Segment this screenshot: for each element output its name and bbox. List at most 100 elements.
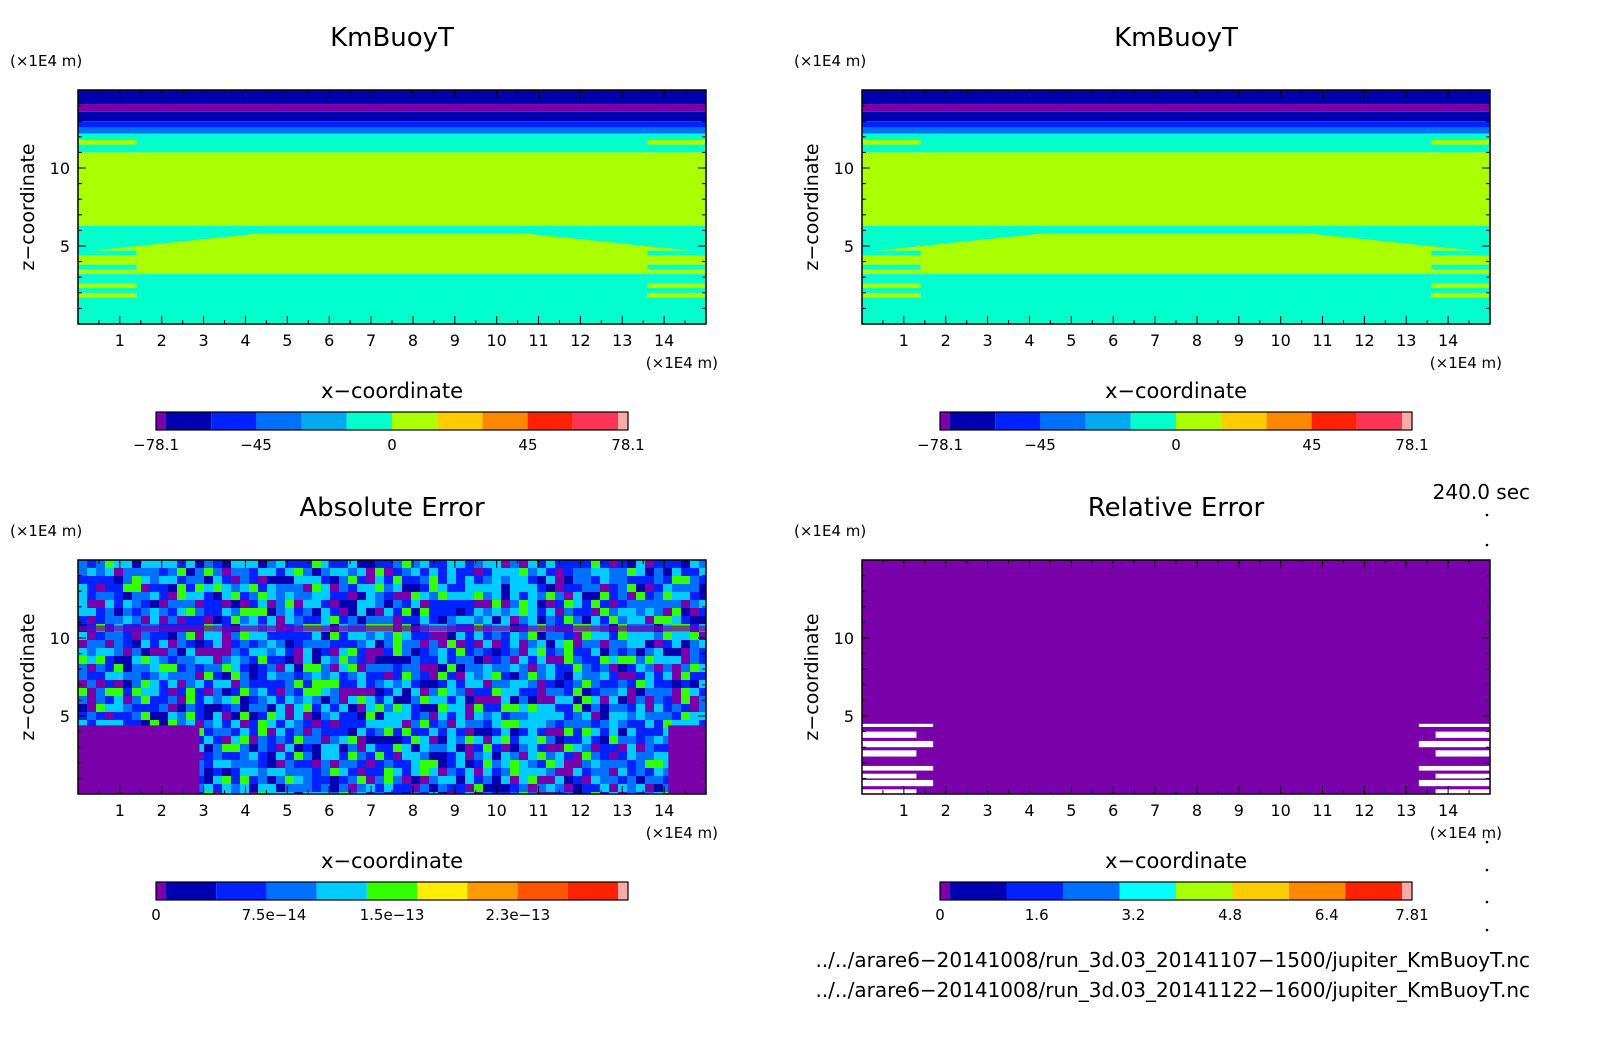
noise-cell	[627, 720, 636, 728]
noise-cell	[195, 656, 204, 664]
noise-cell	[294, 680, 303, 688]
noise-cell	[312, 728, 321, 736]
noise-cell	[375, 696, 384, 704]
noise-cell	[546, 776, 555, 784]
noise-cell	[330, 688, 339, 696]
noise-cell	[258, 760, 267, 768]
noise-cell	[447, 656, 456, 664]
noise-cell	[699, 672, 706, 680]
noise-cell	[384, 712, 393, 720]
noise-cell	[654, 584, 663, 592]
noise-cell	[591, 760, 600, 768]
noise-cell	[384, 568, 393, 576]
noise-cell	[429, 640, 438, 648]
undefined-patch-left	[862, 750, 917, 757]
noise-cell	[123, 600, 132, 608]
noise-cell	[186, 560, 195, 568]
noise-cell	[645, 696, 654, 704]
noise-cell	[105, 704, 114, 712]
noise-cell	[456, 568, 465, 576]
noise-cell	[645, 608, 654, 616]
noise-cell	[393, 760, 402, 768]
noise-cell	[627, 776, 636, 784]
noise-cell	[375, 560, 384, 568]
noise-cell	[303, 720, 312, 728]
noise-cell	[564, 720, 573, 728]
noise-cell	[285, 760, 294, 768]
noise-cell	[438, 736, 447, 744]
noise-cell	[645, 568, 654, 576]
colorbar-swatch	[166, 412, 212, 430]
noise-cell	[204, 728, 213, 736]
noise-cell	[564, 768, 573, 776]
noise-cell	[213, 760, 222, 768]
colorbar-tick-label: 3.2	[1121, 906, 1145, 924]
colorbar-swatch	[940, 412, 950, 430]
noise-cell	[285, 712, 294, 720]
noise-cell	[645, 744, 654, 752]
noise-cell	[420, 680, 429, 688]
noise-cell	[150, 608, 159, 616]
noise-cell	[393, 656, 402, 664]
noise-cell	[123, 688, 132, 696]
noise-cell	[546, 584, 555, 592]
noise-cell	[510, 584, 519, 592]
x-tick-label: 3	[983, 331, 993, 350]
noise-cell	[690, 720, 699, 728]
field-layer	[78, 111, 706, 122]
noise-cell	[456, 656, 465, 664]
noise-cell	[276, 592, 285, 600]
noise-cell	[438, 648, 447, 656]
noise-cell	[168, 688, 177, 696]
noise-cell	[231, 744, 240, 752]
x-tick-label: 4	[240, 801, 250, 820]
noise-cell	[132, 688, 141, 696]
noise-cell	[222, 584, 231, 592]
noise-cell	[195, 768, 204, 776]
noise-cell	[672, 712, 681, 720]
noise-cell	[564, 704, 573, 712]
noise-cell	[267, 664, 276, 672]
noise-cell	[231, 600, 240, 608]
noise-cell	[114, 672, 123, 680]
noise-cell	[537, 688, 546, 696]
colorbar-tick-label: 6.4	[1315, 906, 1339, 924]
noise-cell	[366, 568, 375, 576]
noise-cell	[501, 584, 510, 592]
noise-cell	[402, 576, 411, 584]
noise-cell	[420, 744, 429, 752]
noise-cell	[222, 696, 231, 704]
noise-cell	[123, 704, 132, 712]
noise-cell	[357, 560, 366, 568]
noise-cell	[258, 568, 267, 576]
noise-cell	[222, 632, 231, 640]
noise-cell	[366, 736, 375, 744]
noise-cell	[681, 664, 690, 672]
noise-cell	[564, 752, 573, 760]
noise-cell	[339, 608, 348, 616]
noise-cell	[330, 696, 339, 704]
noise-cell	[672, 696, 681, 704]
noise-cell	[519, 608, 528, 616]
noise-cell	[213, 712, 222, 720]
colorbar-swatch	[995, 412, 1041, 430]
noise-cell	[267, 632, 276, 640]
noise-cell	[429, 600, 438, 608]
noise-cell	[519, 760, 528, 768]
noise-cell	[510, 680, 519, 688]
noise-cell	[618, 680, 627, 688]
noise-cell	[195, 584, 204, 592]
noise-cell	[195, 568, 204, 576]
noise-cell	[600, 648, 609, 656]
noise-cell	[438, 600, 447, 608]
noise-cell	[636, 640, 645, 648]
noise-cell	[312, 656, 321, 664]
noise-cell	[105, 664, 114, 672]
noise-cell	[465, 584, 474, 592]
noise-cell	[555, 600, 564, 608]
noise-cell	[366, 728, 375, 736]
noise-cell	[429, 728, 438, 736]
noise-cell	[159, 608, 168, 616]
noise-cell	[330, 568, 339, 576]
noise-cell	[564, 760, 573, 768]
